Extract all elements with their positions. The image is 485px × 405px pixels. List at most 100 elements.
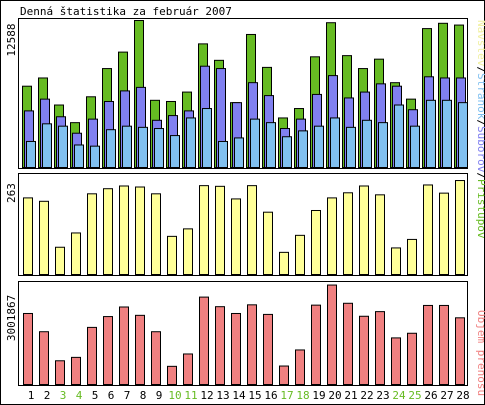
x-tick-label-day-26: 26 — [424, 389, 437, 402]
bar-pages-day-14 — [234, 137, 244, 168]
bar-traffic-day-6 — [103, 316, 113, 385]
bar-pages-day-22 — [362, 119, 372, 169]
bar-traffic-day-8 — [135, 314, 145, 385]
bar-visits-day-1 — [23, 197, 33, 275]
x-tick-label-day-12: 12 — [200, 389, 213, 402]
bar-visits-day-14 — [231, 198, 241, 275]
visits-panel-frame — [18, 173, 468, 276]
bar-traffic-day-5 — [87, 326, 97, 385]
bar-pages-day-8 — [138, 126, 148, 169]
x-tick-label-day-7: 7 — [124, 389, 131, 402]
bar-traffic-day-26 — [423, 304, 433, 386]
bar-traffic-day-23 — [375, 311, 385, 385]
bar-pages-day-1 — [26, 140, 36, 168]
bar-traffic-day-4 — [71, 356, 81, 386]
bar-pages-day-11 — [186, 117, 196, 168]
bar-visits-day-24 — [391, 247, 401, 275]
bar-traffic-day-27 — [439, 304, 449, 386]
legend-item-1: Stránok — [475, 73, 485, 120]
x-tick-label-day-14: 14 — [232, 389, 246, 402]
bar-visits-day-21 — [343, 192, 353, 275]
x-tick-label-day-22: 22 — [360, 389, 373, 402]
bar-pages-day-26 — [426, 99, 436, 168]
x-tick-label-day-18: 18 — [296, 389, 309, 402]
x-tick-label-day-11: 11 — [184, 389, 197, 402]
y-max-label-visits: 263 — [5, 183, 18, 203]
bar-traffic-day-22 — [359, 315, 369, 386]
bar-visits-day-6 — [103, 188, 113, 275]
bar-traffic-day-15 — [247, 304, 257, 385]
x-tick-label-day-6: 6 — [108, 389, 115, 402]
hits-panel-frame — [18, 18, 468, 169]
x-tick-label-day-27: 27 — [440, 389, 453, 402]
bar-visits-day-9 — [151, 193, 161, 276]
bar-traffic-day-25 — [407, 332, 417, 386]
legend-item-2: Súborov — [475, 126, 485, 173]
x-tick-label-day-13: 13 — [216, 389, 229, 402]
x-tick-label-day-15: 15 — [248, 389, 261, 402]
bar-pages-day-4 — [74, 144, 84, 168]
chart-title: Denná štatistika za február 2007 — [20, 5, 232, 18]
x-axis-labels: 1 2 3 4 5 6 7 8 9 10 11 12 13 14 15 16 17 18 19 20 21 22 23 24 2… — [28, 389, 470, 402]
bar-visits-day-4 — [71, 232, 81, 276]
bar-pages-day-6 — [106, 129, 116, 168]
bar-visits-day-11 — [183, 228, 193, 276]
bar-pages-day-3 — [58, 125, 68, 168]
bar-visits-day-2 — [39, 200, 49, 275]
bar-pages-day-19 — [314, 125, 324, 168]
bar-traffic-day-2 — [39, 331, 49, 385]
legend-item-0: Návštev — [475, 20, 485, 67]
x-tick-label-day-5: 5 — [92, 389, 99, 402]
bar-visits-day-3 — [55, 246, 65, 275]
bar-visits-day-26 — [423, 184, 433, 275]
bar-traffic-day-11 — [183, 353, 193, 385]
legend-hits: Návštev/Stránok/Súborov/Prístupov — [475, 20, 485, 239]
bar-pages-day-18 — [298, 130, 308, 168]
bar-traffic-day-28 — [455, 317, 465, 385]
x-tick-label-day-4: 4 — [76, 389, 83, 402]
bar-pages-day-17 — [282, 136, 292, 168]
bar-pages-day-27 — [442, 99, 452, 168]
legend-separator: / — [475, 172, 485, 179]
bar-pages-day-24 — [394, 104, 404, 168]
bar-traffic-day-17 — [279, 365, 289, 386]
y-max-label-hits: 12588 — [5, 23, 18, 56]
x-tick-label-day-8: 8 — [140, 389, 147, 402]
bar-pages-day-28 — [458, 102, 468, 168]
x-tick-label-day-25: 25 — [408, 389, 421, 402]
legend-item-3: Prístupov — [475, 179, 485, 239]
x-tick-label-day-19: 19 — [312, 389, 325, 402]
bar-traffic-day-16 — [263, 313, 273, 385]
bar-visits-day-15 — [247, 185, 257, 275]
x-tick-label-day-21: 21 — [344, 389, 357, 402]
traffic-panel-frame — [18, 281, 468, 386]
x-tick-label-day-28: 28 — [456, 389, 469, 402]
bar-visits-day-28 — [455, 180, 465, 275]
bar-visits-day-8 — [135, 186, 145, 275]
x-tick-label-day-10: 10 — [168, 389, 181, 402]
bar-traffic-day-10 — [167, 365, 177, 386]
bar-visits-day-5 — [87, 193, 97, 276]
x-tick-label-day-24: 24 — [392, 389, 406, 402]
bar-pages-day-13 — [218, 140, 228, 168]
bar-visits-day-19 — [311, 209, 321, 275]
bar-visits-day-23 — [375, 194, 385, 275]
bar-traffic-day-24 — [391, 337, 401, 385]
bar-traffic-day-19 — [311, 304, 321, 385]
bar-traffic-day-7 — [119, 306, 129, 385]
bar-visits-day-10 — [167, 235, 177, 275]
bar-pages-day-25 — [410, 125, 420, 168]
bar-visits-day-7 — [119, 185, 129, 275]
x-tick-label-day-9: 9 — [156, 389, 163, 402]
bar-visits-day-25 — [407, 238, 417, 275]
bar-visits-day-12 — [199, 185, 209, 275]
bars-group — [22, 20, 468, 386]
x-tick-label-day-16: 16 — [264, 389, 277, 402]
x-tick-label-day-23: 23 — [376, 389, 389, 402]
bar-visits-day-17 — [279, 251, 289, 275]
x-tick-label-day-1: 1 — [28, 389, 35, 402]
bar-visits-day-27 — [439, 192, 449, 275]
bar-traffic-day-9 — [151, 331, 161, 385]
